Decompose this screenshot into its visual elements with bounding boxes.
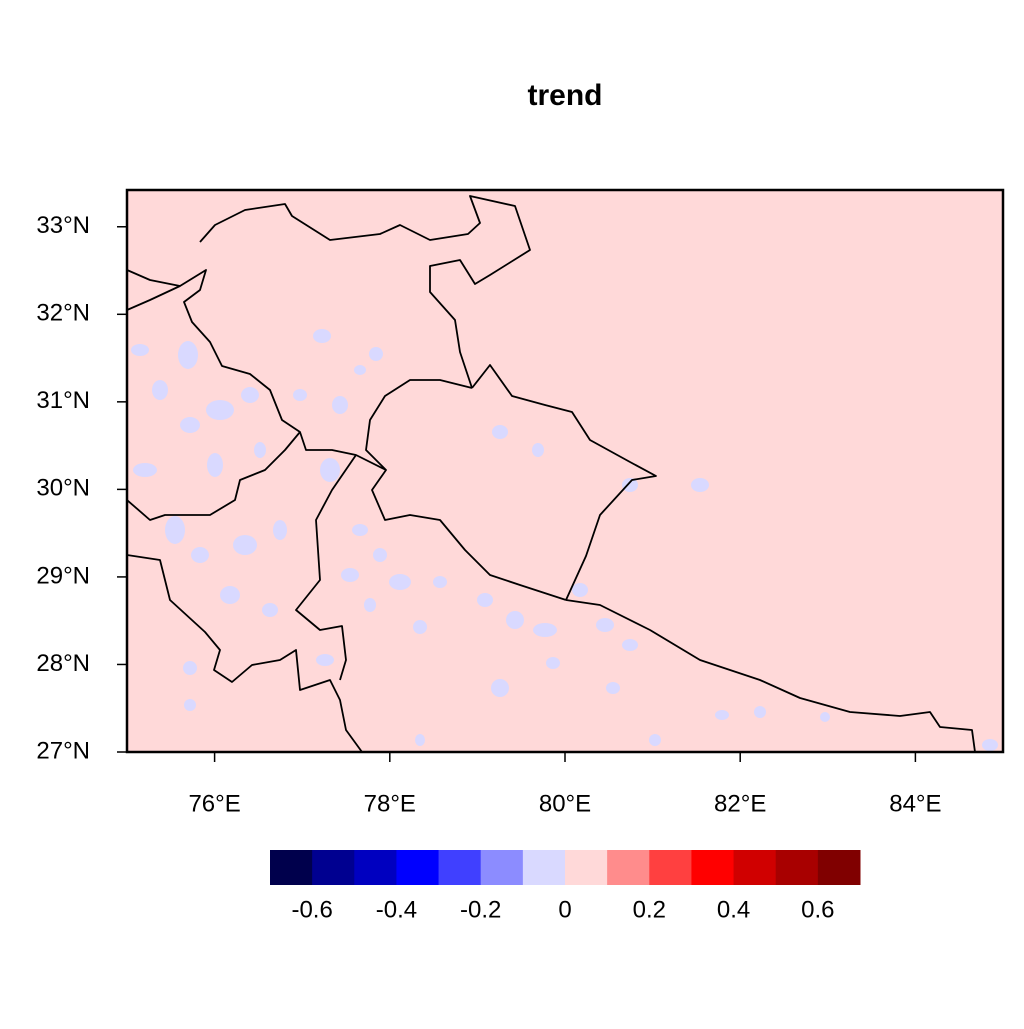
colorbar-box bbox=[354, 850, 397, 885]
colorbar-label: -0.2 bbox=[460, 896, 501, 923]
x-tick-label: 76°E bbox=[188, 790, 240, 817]
colorbar-box bbox=[522, 850, 566, 885]
border bbox=[471, 364, 657, 601]
border bbox=[126, 554, 363, 753]
border bbox=[199, 195, 531, 389]
colorbar-label: -0.4 bbox=[376, 896, 417, 923]
y-tick-label: 27°N bbox=[36, 737, 90, 764]
border bbox=[365, 379, 567, 601]
border bbox=[295, 454, 357, 681]
colorbar-box bbox=[733, 850, 777, 885]
colorbar-box bbox=[438, 850, 482, 885]
y-tick-label: 32°N bbox=[36, 300, 90, 327]
colorbar-box bbox=[817, 850, 861, 885]
colorbar-label: -0.6 bbox=[291, 896, 332, 923]
boundaries bbox=[126, 195, 976, 753]
colorbar-box bbox=[480, 850, 524, 885]
colorbar-label: 0.6 bbox=[801, 896, 834, 923]
colorbar-box bbox=[396, 850, 440, 885]
y-tick-label: 29°N bbox=[36, 562, 90, 589]
colorbar-box bbox=[270, 850, 313, 885]
map-frame bbox=[125, 188, 1005, 754]
colorbar-box bbox=[775, 850, 819, 885]
y-tick-label: 28°N bbox=[36, 650, 90, 677]
y-tick-label: 33°N bbox=[36, 212, 90, 239]
y-tick-label: 31°N bbox=[36, 387, 90, 414]
colorbar-box bbox=[607, 850, 650, 885]
x-tick-label: 78°E bbox=[364, 790, 416, 817]
border bbox=[126, 285, 181, 311]
colorbar-label: 0 bbox=[558, 896, 571, 923]
colorbar-box bbox=[649, 850, 692, 885]
x-tick-label: 82°E bbox=[714, 790, 766, 817]
map-background bbox=[127, 190, 1003, 752]
colorbar-box bbox=[312, 850, 355, 885]
chart-title: trend bbox=[528, 79, 603, 112]
negative-trend-areas bbox=[131, 329, 998, 751]
colorbar-label: 0.4 bbox=[717, 896, 750, 923]
border bbox=[126, 431, 301, 521]
border bbox=[565, 599, 976, 753]
border bbox=[126, 269, 387, 471]
x-tick-label: 80°E bbox=[539, 790, 591, 817]
colorbar-box bbox=[691, 850, 735, 885]
y-tick-label: 30°N bbox=[36, 475, 90, 502]
colorbar-label: 0.2 bbox=[633, 896, 666, 923]
x-tick-label: 84°E bbox=[889, 790, 941, 817]
colorbar-box bbox=[565, 850, 608, 885]
